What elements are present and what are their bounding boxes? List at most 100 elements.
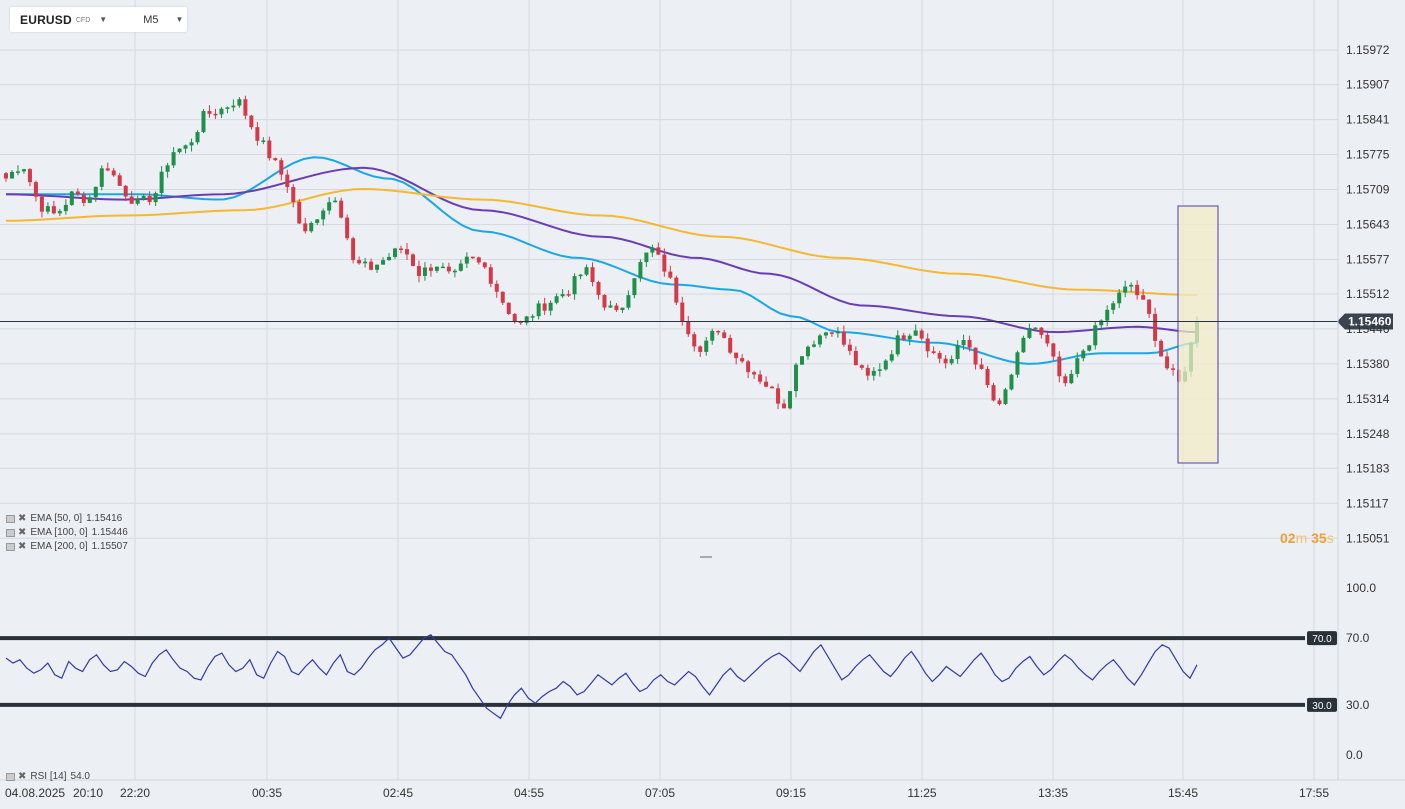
close-icon[interactable]: ✖ (18, 513, 27, 524)
candle-body (159, 171, 164, 194)
candle-body (596, 282, 601, 295)
price-tick-label: 1.15248 (1346, 427, 1390, 441)
candle (805, 345, 810, 360)
time-tick-label: 17:55 (1299, 786, 1329, 800)
candle-body (626, 295, 631, 308)
candle (1153, 307, 1158, 348)
candle (662, 248, 667, 277)
time-tick-label: 04.08.2025 (5, 786, 65, 800)
timeframe-dropdown-icon[interactable]: ▼ (175, 15, 184, 24)
candle (566, 290, 571, 298)
ema-lines (5, 156, 1198, 365)
symbol-toolbar[interactable]: EURUSD CFD ▼ M5 ▼ (10, 7, 187, 32)
candle-body (967, 340, 972, 348)
candle-body (758, 374, 763, 382)
candle-body (285, 174, 290, 188)
candle (189, 138, 194, 152)
candle (45, 202, 50, 215)
candle (1111, 301, 1116, 315)
candle (985, 365, 990, 388)
candle-body (680, 302, 685, 322)
legend-ema100[interactable]: ✖ EMA [100, 0] 1.15446 (6, 526, 128, 539)
settings-icon[interactable] (6, 772, 15, 781)
current-price-tag (1337, 313, 1393, 330)
candle-body (273, 158, 278, 161)
candle (943, 355, 948, 369)
rsi-line (5, 634, 1198, 720)
candle-body (566, 294, 571, 296)
candle (698, 345, 703, 357)
candle-body (835, 331, 840, 334)
candle-body (195, 132, 200, 143)
candle (339, 197, 344, 219)
time-tick-label: 07:05 (645, 786, 675, 800)
candle (279, 157, 284, 181)
price-axis[interactable]: 1.15972 1.15907 1.15841 1.15775 1.15709 1.156… (1337, 0, 1390, 780)
candle (1147, 299, 1152, 318)
close-icon[interactable]: ✖ (18, 541, 27, 552)
candle-body (530, 316, 535, 318)
candle (1015, 350, 1020, 378)
candle-body (494, 283, 499, 292)
candle-body (333, 200, 338, 203)
symbol-dropdown-icon[interactable]: ▼ (99, 15, 108, 24)
candle (249, 114, 254, 130)
close-icon[interactable]: ✖ (18, 771, 27, 782)
candle (171, 147, 176, 168)
settings-icon[interactable] (6, 542, 15, 551)
close-icon[interactable]: ✖ (18, 527, 27, 538)
candle (1075, 352, 1080, 378)
candle (315, 219, 320, 226)
candle-body (225, 107, 230, 109)
candle-countdown: 02m 35s (1280, 530, 1334, 546)
settings-icon[interactable] (6, 514, 15, 523)
candle-body (39, 196, 44, 212)
candle (33, 180, 38, 202)
settings-icon[interactable] (6, 528, 15, 537)
candle-body (794, 364, 799, 392)
candle (93, 186, 98, 202)
candle-body (1057, 356, 1062, 377)
candle (177, 148, 182, 154)
highlight-box[interactable] (1177, 205, 1219, 464)
time-axis[interactable]: 04.08.2025 20:10 22:20 00:35 02:45 04:55 07:05… (0, 779, 1405, 800)
candle-body (740, 358, 745, 362)
candle (620, 307, 625, 313)
timeframe-select[interactable]: M5 (143, 13, 159, 26)
candle-body (470, 256, 475, 259)
candle-body (913, 330, 918, 336)
candle-body (1123, 286, 1128, 293)
candle (794, 362, 799, 398)
candle-body (512, 314, 517, 322)
symbol-name[interactable]: EURUSD (20, 12, 72, 27)
candle (782, 399, 787, 409)
candle (1165, 351, 1170, 371)
price-tick-label: 1.15380 (1346, 357, 1390, 371)
candle-body (434, 266, 439, 271)
candle-body (237, 99, 242, 106)
candle-body (1099, 320, 1104, 326)
candle-body (572, 276, 577, 295)
legend-ema50[interactable]: ✖ EMA [50, 0] 1.15416 (6, 512, 122, 525)
grid (0, 0, 1338, 780)
candle (9, 169, 14, 179)
candle (1063, 373, 1068, 387)
time-tick-label: 09:15 (776, 786, 806, 800)
candle-body (770, 386, 775, 389)
price-tick-label: 1.15183 (1346, 461, 1390, 475)
legend-ema200[interactable]: ✖ EMA [200, 0] 1.15507 (6, 540, 128, 553)
candle-body (506, 302, 511, 315)
legend-rsi[interactable]: ✖ RSI [14] 54.0 (6, 770, 90, 783)
candle (345, 214, 350, 241)
candle (63, 199, 68, 215)
candle (764, 376, 769, 388)
candle (1129, 282, 1134, 293)
candle-body (303, 223, 308, 232)
candle (464, 252, 469, 269)
candle-body (662, 254, 667, 272)
candle-body (464, 256, 469, 264)
candle (799, 356, 804, 365)
candle-body (291, 187, 296, 202)
candle (1105, 305, 1110, 327)
